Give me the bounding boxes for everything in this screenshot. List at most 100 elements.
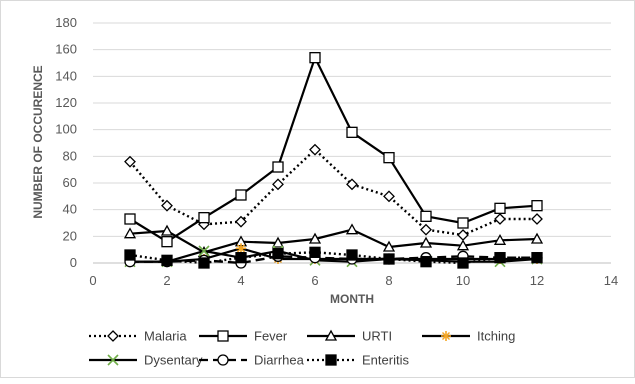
series-line-diarrhea [130,255,537,265]
legend-item-malaria: Malaria [89,329,187,344]
data-point-urti [456,239,470,251]
x-tick-label: 0 [89,273,96,288]
data-point-enteritis [272,248,284,260]
data-point-itching [236,243,246,254]
data-point-malaria [531,213,543,225]
star-marker-stroke [237,244,245,253]
data-point-malaria [309,143,321,156]
legend-marker [107,354,119,366]
data-point-fever [383,152,395,164]
y-tick-label: 120 [55,95,77,110]
series-line-enteritis [129,251,537,265]
data-point-enteritis [235,252,247,264]
data-point-urti [271,236,285,248]
y-tick-label: 60 [63,175,77,190]
y-tick-label: 180 [55,15,77,30]
data-point-malaria [235,215,247,228]
legend-label: Diarrhea [254,353,305,368]
data-point-urti [123,227,137,239]
series-points-enteritis [124,246,543,269]
data-point-malaria [383,190,395,203]
data-point-malaria [346,178,358,191]
data-point-malaria [124,155,136,168]
legend-marker [324,329,338,341]
data-point-urti [419,236,433,248]
x-marker-stroke [198,245,210,257]
data-point-enteritis [346,249,358,261]
legend-label: URTI [362,329,392,344]
series-lines [123,52,544,269]
series-points-urti [123,223,544,257]
data-point-fever [420,210,432,222]
x-tick-label: 12 [530,273,544,288]
data-point-dysentary [198,245,210,257]
data-point-enteritis [161,254,173,266]
data-point-fever [494,202,506,214]
legend-item-urti: URTI [307,329,392,344]
series-points-malaria [124,143,543,241]
data-point-fever [161,236,173,248]
y-tick-label: 140 [55,68,77,83]
data-point-fever [198,212,210,224]
x-tick-label: 6 [311,273,318,288]
data-point-malaria [272,178,284,191]
legend-marker [441,331,451,341]
series-line-malaria [129,148,537,237]
y-tick-label: 80 [63,148,77,163]
data-point-malaria [420,223,432,236]
star-marker-stroke [442,332,450,340]
data-point-fever [309,52,321,64]
data-point-urti [308,232,322,244]
y-tick-label: 40 [63,202,77,217]
data-point-enteritis [383,253,395,265]
legend-marker [217,330,229,342]
data-point-malaria [161,199,173,212]
data-point-enteritis [309,246,321,258]
data-point-enteritis [420,256,432,268]
data-point-malaria [457,229,469,241]
data-point-fever [235,189,247,201]
series-points-fever [124,52,543,248]
y-tick-label: 160 [55,42,77,57]
x-marker-stroke [107,354,119,366]
data-point-fever [531,200,543,212]
data-point-urti [160,224,174,236]
x-tick-label: 4 [237,273,244,288]
legend-marker [325,354,337,366]
y-tick-label: 0 [70,255,77,270]
x-tick-label: 10 [456,273,470,288]
y-tick-label: 20 [63,228,77,243]
data-point-urti [530,232,544,244]
legend-label: Itching [477,329,515,344]
data-point-enteritis [198,257,210,269]
legend-item-dysentary: Dysentary [89,353,203,368]
axes: 0 20 40 60 80 100 120 140 160 180 0 2 4 6 8 10 12 14 [55,15,618,288]
x-tick-label: 8 [385,273,392,288]
y-axis-title: NUMBER OF OCCURENCE [31,65,45,218]
legend-marker [107,330,119,342]
data-point-fever [457,217,469,229]
legend-item-diarrhea: Diarrhea [199,353,305,368]
legend-marker [217,354,229,366]
series-line-fever [129,56,538,243]
legend-item-fever: Fever [199,329,288,344]
x-tick-label: 14 [604,273,618,288]
legend-label: Enteritis [362,353,409,368]
data-point-urti [382,240,396,252]
data-point-fever [346,126,358,138]
x-tick-label: 2 [163,273,170,288]
x-axis-title: MONTH [330,292,374,306]
data-point-malaria [494,213,506,225]
legend: Malaria Fever URTI Itching Dysentary Diarrhea… [89,329,515,368]
data-point-enteritis [531,252,543,264]
legend-label: Dysentary [144,353,203,368]
data-point-enteritis [124,249,136,261]
legend-item-enteritis: Enteritis [307,353,409,368]
data-point-fever [272,161,284,173]
data-point-urti [345,223,359,235]
y-tick-label: 100 [55,122,77,137]
legend-item-itching: Itching [422,329,515,344]
legend-label: Fever [254,329,288,344]
